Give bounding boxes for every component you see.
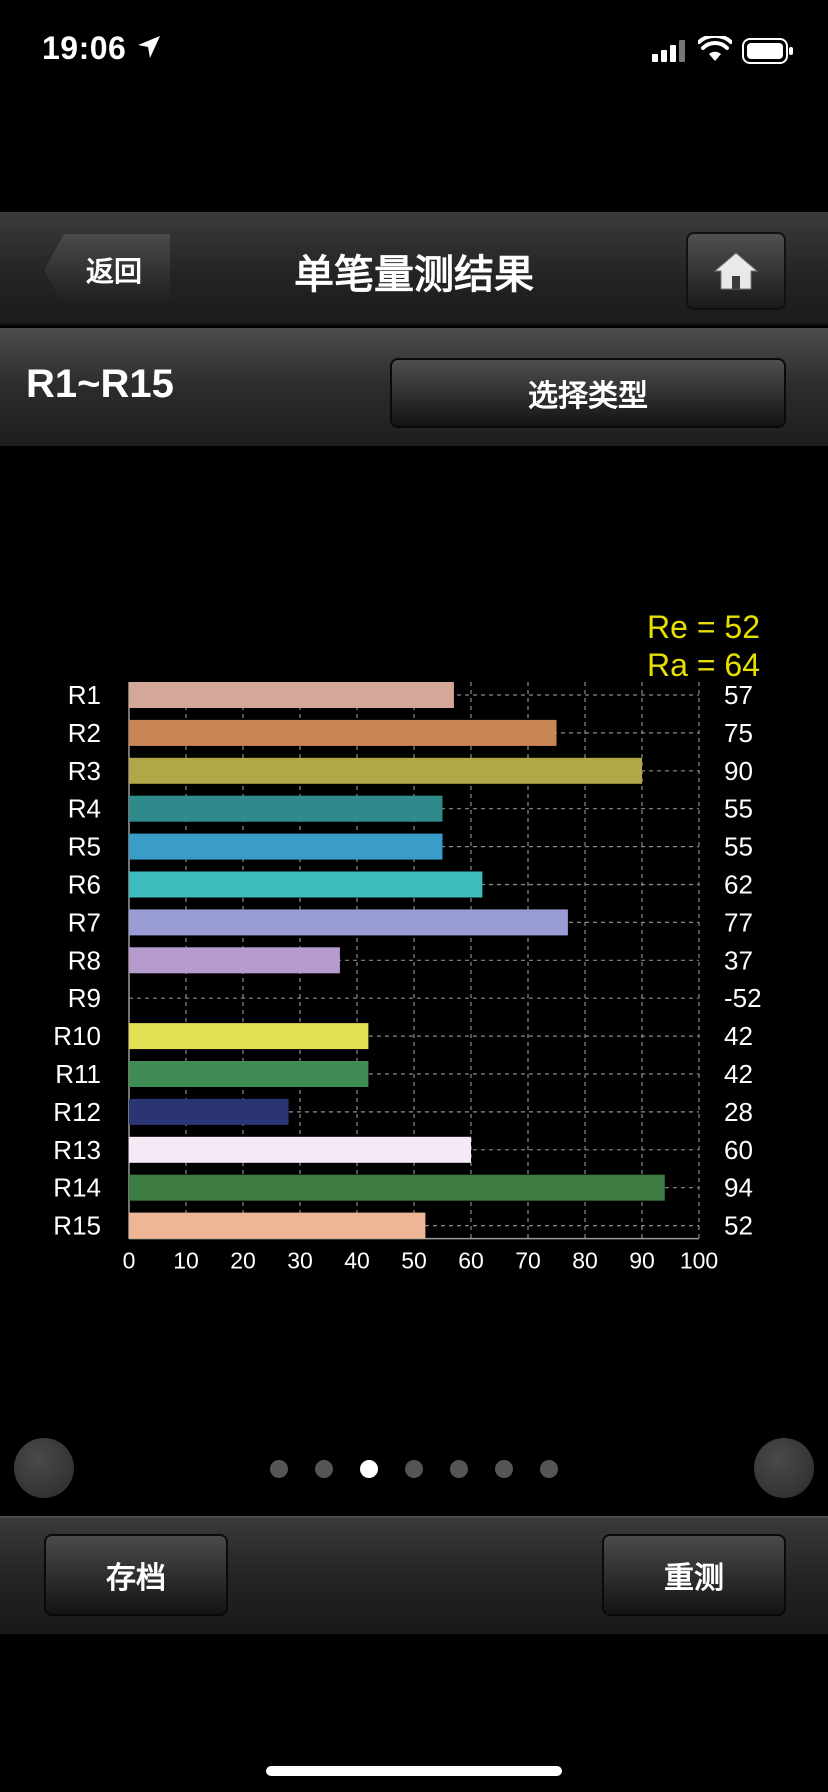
value-label: 75: [724, 718, 753, 748]
bar-r8: [129, 947, 340, 974]
bar-r7: [129, 909, 568, 936]
x-tick-label: 60: [458, 1248, 484, 1274]
value-label: 55: [724, 794, 753, 824]
value-label: 37: [724, 945, 753, 975]
x-tick-label: 10: [173, 1248, 199, 1274]
category-label: R9: [68, 983, 101, 1013]
ri-bar-chart: R1 57 R2 75 R3 90 R4 55 R5 55 R6 62 R7 77 R8 37 R9 -52 R10…: [53, 609, 762, 1274]
value-label: 90: [724, 756, 753, 786]
category-label: R4: [68, 794, 101, 824]
page-title: 单笔量测结果: [294, 253, 534, 297]
category-label: R14: [53, 1173, 101, 1203]
value-label: 28: [724, 1097, 753, 1127]
x-tick-label: 80: [572, 1248, 598, 1274]
x-tick-label: 0: [123, 1248, 136, 1274]
category-label: R2: [68, 718, 101, 748]
category-label: R6: [68, 870, 101, 900]
bar-r13: [129, 1136, 471, 1163]
x-tick-label: 20: [230, 1248, 256, 1274]
value-label: 42: [724, 1059, 753, 1089]
x-tick-label: 40: [344, 1248, 370, 1274]
save-button-label: 存档: [106, 1562, 166, 1595]
page-indicator: [0, 1460, 828, 1480]
bar-r12: [129, 1098, 289, 1125]
sub-header: R1~R15 选择类型: [0, 328, 828, 446]
category-label: R1: [68, 680, 101, 710]
wifi-icon: [698, 36, 732, 61]
page-dot[interactable]: [450, 1460, 468, 1478]
category-label: R11: [55, 1059, 101, 1089]
cellular-signal-icon: [652, 40, 685, 62]
bar-r4: [129, 795, 443, 822]
page-dot[interactable]: [495, 1460, 513, 1478]
value-label: 55: [724, 832, 753, 862]
value-label: 77: [724, 907, 753, 937]
re-annotation: Re = 52: [647, 609, 760, 645]
home-indicator: [266, 1766, 562, 1776]
bar-r15: [129, 1212, 426, 1239]
bar-r5: [129, 833, 443, 860]
value-label: 62: [724, 870, 753, 900]
home-button[interactable]: [686, 232, 786, 310]
value-label: 60: [724, 1135, 753, 1165]
value-label: 52: [724, 1211, 753, 1241]
value-label: 42: [724, 1021, 753, 1051]
status-bar: 19:06: [0, 0, 828, 100]
category-label: R13: [53, 1135, 101, 1165]
range-title: R1~R15: [26, 362, 174, 406]
category-label: R10: [53, 1021, 101, 1051]
x-tick-label: 100: [680, 1248, 718, 1274]
category-label: R12: [53, 1097, 101, 1127]
page-dot[interactable]: [405, 1460, 423, 1478]
home-icon: [713, 252, 759, 290]
value-label: 57: [724, 680, 753, 710]
page-dot[interactable]: [270, 1460, 288, 1478]
remeasure-button-label: 重测: [664, 1562, 724, 1595]
bar-r3: [129, 757, 642, 784]
x-tick-label: 90: [629, 1248, 655, 1274]
page-dot[interactable]: [315, 1460, 333, 1478]
value-label: -52: [724, 983, 762, 1013]
bar-r6: [129, 871, 483, 898]
ra-annotation: Ra = 64: [647, 647, 760, 683]
battery-icon: [742, 38, 793, 64]
x-tick-label: 70: [515, 1248, 541, 1274]
back-button[interactable]: 返回: [44, 234, 170, 306]
nav-bar: 返回 单笔量测结果: [0, 212, 828, 326]
location-arrow-icon: [138, 36, 160, 58]
bar-r14: [129, 1174, 665, 1201]
x-tick-label: 50: [401, 1248, 427, 1274]
bar-r11: [129, 1061, 369, 1087]
category-label: R15: [53, 1211, 101, 1241]
status-time: 19:06: [42, 30, 127, 66]
value-label: 94: [724, 1173, 753, 1203]
bar-r10: [129, 1023, 369, 1050]
category-label: R5: [68, 832, 101, 862]
previous-page-button[interactable]: [14, 1438, 74, 1498]
bar-r2: [129, 719, 557, 746]
page-dot[interactable]: [360, 1460, 378, 1478]
page-dot[interactable]: [540, 1460, 558, 1478]
category-label: R7: [68, 907, 101, 937]
back-button-label: 返回: [85, 256, 142, 287]
x-tick-label: 30: [287, 1248, 313, 1274]
save-button[interactable]: 存档: [44, 1534, 228, 1616]
select-type-button[interactable]: 选择类型: [390, 358, 786, 428]
category-label: R3: [68, 756, 101, 786]
bottom-toolbar: 存档 重测: [0, 1516, 828, 1634]
next-page-button[interactable]: [754, 1438, 814, 1498]
select-type-label: 选择类型: [528, 380, 648, 413]
bar-r1: [129, 682, 454, 708]
category-label: R8: [68, 945, 101, 975]
remeasure-button[interactable]: 重测: [602, 1534, 786, 1616]
